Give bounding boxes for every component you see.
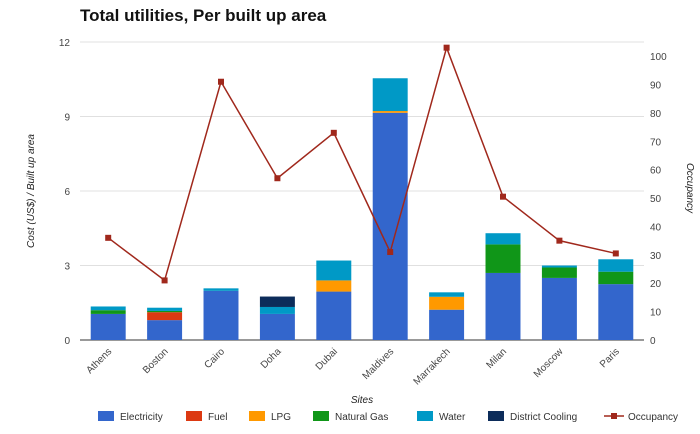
- y-tick-label: 9: [64, 113, 70, 124]
- legend-swatch-natural-gas: [313, 411, 329, 421]
- legend-label: Occupancy: [628, 412, 678, 423]
- bar-district-cooling-doha: [259, 296, 295, 307]
- legend-label: Fuel: [208, 412, 227, 423]
- y2-tick-label: 80: [650, 109, 662, 120]
- bar-water-dubai: [316, 260, 352, 281]
- legend-swatch-fuel: [186, 411, 202, 421]
- x-axis-label: Sites: [351, 395, 373, 406]
- occupancy-line: [107, 45, 616, 282]
- legend-item-lpg[interactable]: LPG: [249, 411, 291, 423]
- x-tick-label: Doha: [259, 346, 284, 371]
- bar-natural-gas-milan: [485, 244, 521, 273]
- occupancy-point-paris: [612, 250, 619, 257]
- y2-tick-label: 50: [650, 194, 662, 205]
- x-tick-label: Maldives: [361, 346, 397, 382]
- bars: [90, 78, 634, 341]
- y-tick-label: 3: [64, 262, 70, 273]
- bar-water-boston: [147, 307, 183, 311]
- y2-tick-label: 10: [650, 308, 662, 319]
- bar-natural-gas-paris: [598, 271, 634, 285]
- legend-swatch-electricity: [98, 411, 114, 421]
- x-tick-label: Milan: [484, 346, 509, 371]
- bar-electricity-milan: [485, 272, 521, 340]
- bar-natural-gas-boston: [147, 310, 183, 313]
- legend-swatch-marker: [611, 413, 617, 419]
- bar-electricity-dubai: [316, 291, 352, 340]
- y2-tick-label: 0: [650, 336, 656, 347]
- bar-water-milan: [485, 233, 521, 245]
- y2-axis-label: Occupancy: [684, 163, 695, 214]
- legend-item-district-cooling[interactable]: District Cooling: [488, 411, 577, 423]
- legend-label: District Cooling: [510, 412, 577, 423]
- x-tick-label: Paris: [598, 346, 622, 370]
- legend-item-electricity[interactable]: Electricity: [98, 411, 163, 423]
- x-tick-label: Moscow: [532, 346, 566, 380]
- x-tick-label: Cairo: [202, 346, 227, 371]
- x-tick-label: Dubai: [314, 346, 340, 372]
- occupancy-line-layer: [105, 44, 619, 284]
- legend-swatch-district-cooling: [488, 411, 504, 421]
- occupancy-point-dubai: [330, 129, 337, 136]
- legend-item-occupancy[interactable]: Occupancy: [604, 412, 678, 423]
- occupancy-point-doha: [274, 175, 281, 182]
- legend-label: Natural Gas: [335, 412, 388, 423]
- y2-tick-label: 90: [650, 81, 662, 92]
- y-tick-label: 12: [59, 38, 71, 49]
- bar-natural-gas-moscow: [541, 267, 577, 278]
- y-tick-label: 0: [64, 336, 70, 347]
- legend-label: Water: [439, 412, 466, 423]
- legend-swatch-lpg: [249, 411, 265, 421]
- occupancy-point-marrakech: [443, 44, 450, 51]
- y2-tick-label: 100: [650, 52, 667, 63]
- bar-electricity-athens: [90, 313, 126, 340]
- bar-electricity-boston: [147, 320, 183, 340]
- bar-electricity-moscow: [541, 277, 577, 340]
- x-tick-label: Athens: [85, 346, 115, 376]
- occupancy-point-maldives: [387, 249, 394, 256]
- bar-water-athens: [90, 306, 126, 311]
- legend-label: Electricity: [120, 412, 163, 423]
- x-tick-label: Boston: [141, 346, 171, 376]
- occupancy-point-moscow: [556, 237, 563, 244]
- bar-fuel-boston: [147, 312, 183, 321]
- bar-water-moscow: [541, 265, 577, 268]
- y2-tick-label: 40: [650, 222, 662, 233]
- x-tick-label: Marrakech: [412, 346, 453, 387]
- occupancy-point-cairo: [218, 78, 224, 85]
- bar-water-maldives: [372, 78, 408, 112]
- legend-item-natural-gas[interactable]: Natural Gas: [313, 411, 388, 423]
- legend-label: LPG: [271, 412, 291, 423]
- y2-tick-label: 30: [650, 251, 662, 262]
- occupancy-point-boston: [161, 277, 168, 284]
- bar-water-cairo: [203, 288, 239, 291]
- y2-tick-label: 60: [650, 166, 662, 177]
- bar-lpg-dubai: [316, 280, 352, 292]
- bar-water-marrakech: [429, 292, 465, 297]
- y-tick-label: 6: [64, 187, 70, 198]
- bar-electricity-marrakech: [429, 309, 465, 340]
- bar-water-paris: [598, 259, 634, 272]
- bar-electricity-cairo: [203, 290, 239, 340]
- legend-item-fuel[interactable]: Fuel: [186, 411, 227, 423]
- bar-water-doha: [259, 306, 295, 314]
- y-axis-label: Cost (US$) / Built up area: [26, 134, 37, 248]
- legend-item-water[interactable]: Water: [417, 411, 466, 423]
- occupancy-point-milan: [500, 193, 506, 200]
- bar-electricity-doha: [259, 313, 295, 340]
- y2-tick-label: 70: [650, 137, 662, 148]
- bar-natural-gas-athens: [90, 310, 126, 314]
- bar-lpg-maldives: [372, 111, 408, 113]
- bar-electricity-paris: [598, 284, 634, 340]
- occupancy-point-athens: [105, 234, 112, 241]
- legend[interactable]: Electricity Fuel LPG Natural Gas Water Distri…: [98, 411, 678, 423]
- chart-title: Total utilities, Per built up area: [80, 6, 327, 25]
- legend-swatch-water: [417, 411, 433, 421]
- y2-tick-label: 20: [650, 279, 662, 290]
- bar-lpg-marrakech: [429, 296, 465, 310]
